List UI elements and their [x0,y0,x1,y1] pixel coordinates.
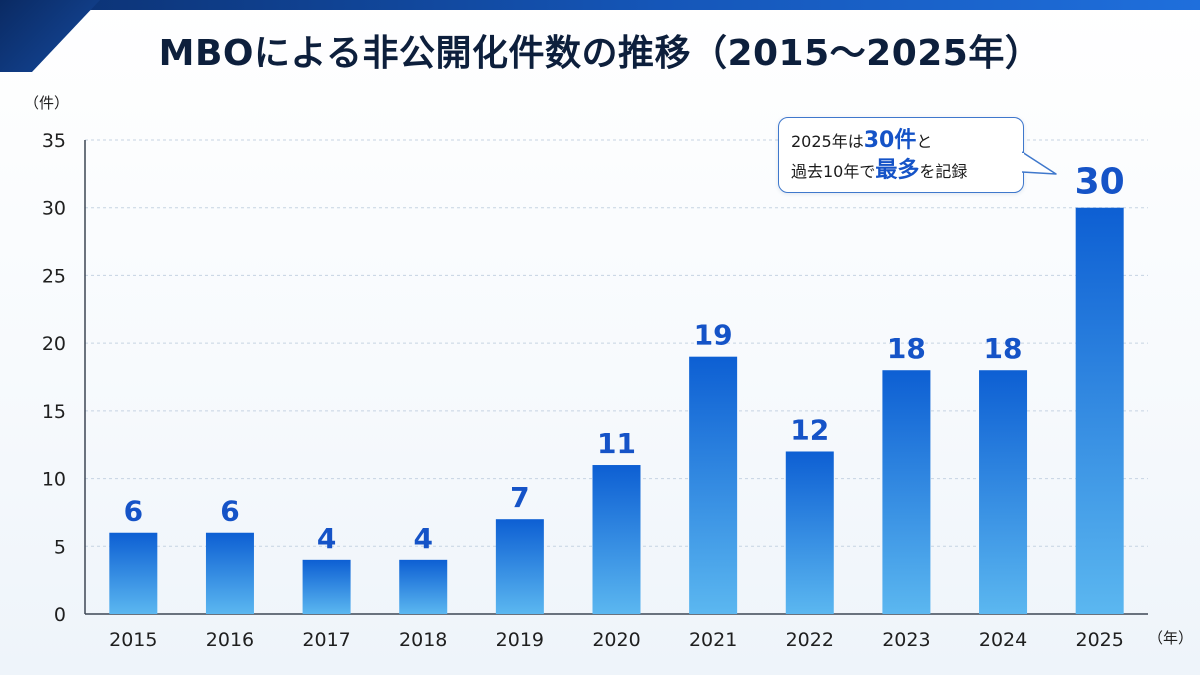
top-accent-band [0,0,1200,10]
callout-text-part4: を記録 [919,161,968,181]
bar-value-label: 18 [887,332,926,365]
bar [302,559,351,614]
x-tick-label: 2021 [689,629,737,651]
bar-value-label: 12 [790,413,829,446]
bar [495,519,544,614]
x-tick-label: 2024 [979,629,1027,651]
callout-text-part3: 過去10年で [791,161,876,181]
bar [205,532,254,614]
bar-value-label: 18 [984,332,1023,365]
annotation-callout: 2025年は30件と 過去10年で最多を記録 [778,117,1024,193]
callout-pointer [1022,151,1057,175]
y-tick-label: 20 [42,333,66,355]
bar [109,532,158,614]
bar-value-label: 4 [317,522,336,555]
y-tick-label: 30 [42,198,66,220]
y-tick-label: 10 [42,469,66,491]
y-tick-label: 35 [42,130,66,152]
bar [592,465,641,614]
bar-value-label: 30 [1075,162,1125,203]
callout-highlight-count: 30件 [863,128,917,153]
x-axis-unit-label: （年） [1148,629,1193,647]
value-labels: 6 6 4 4 7 11 19 12 18 18 30 [124,162,1125,555]
bar-value-label: 11 [597,427,636,460]
callout-line-2: 過去10年で最多を記録 [791,156,1011,186]
bar [689,356,738,614]
x-tick-label: 2017 [302,629,350,651]
callout-text-part1: 2025年は [791,132,864,151]
callout-highlight-most: 最多 [875,157,920,183]
y-axis-unit-label: （件） [24,94,69,112]
x-tick-label: 2019 [496,629,544,651]
chart-title: MBOによる非公開化件数の推移（2015～2025年） [158,33,1042,74]
y-tick-label: 15 [42,401,66,423]
y-tick-label: 5 [54,536,66,558]
x-tick-label: 2025 [1076,629,1124,651]
bar [785,451,834,614]
y-tick-label: 25 [42,265,66,287]
x-tick-label: 2016 [206,629,254,651]
bar-value-label: 6 [124,495,143,528]
bar-value-label: 19 [694,319,733,352]
y-tick-label: 0 [54,604,66,626]
bar [882,370,931,614]
callout-text-part2: と [916,132,933,151]
x-tick-label: 2020 [592,629,640,651]
bar-value-label: 6 [220,495,239,528]
bar [979,370,1028,614]
bar [399,559,448,614]
x-tick-label: 2022 [786,629,834,651]
bar-value-label: 4 [413,522,432,555]
bar-value-label: 7 [510,481,529,514]
x-tick-label: 2018 [399,629,447,651]
callout-line-1: 2025年は30件と [791,126,1011,156]
bar [1075,207,1124,614]
bars [109,207,1124,614]
x-tick-label: 2023 [882,629,930,651]
x-tick-label: 2015 [109,629,157,651]
